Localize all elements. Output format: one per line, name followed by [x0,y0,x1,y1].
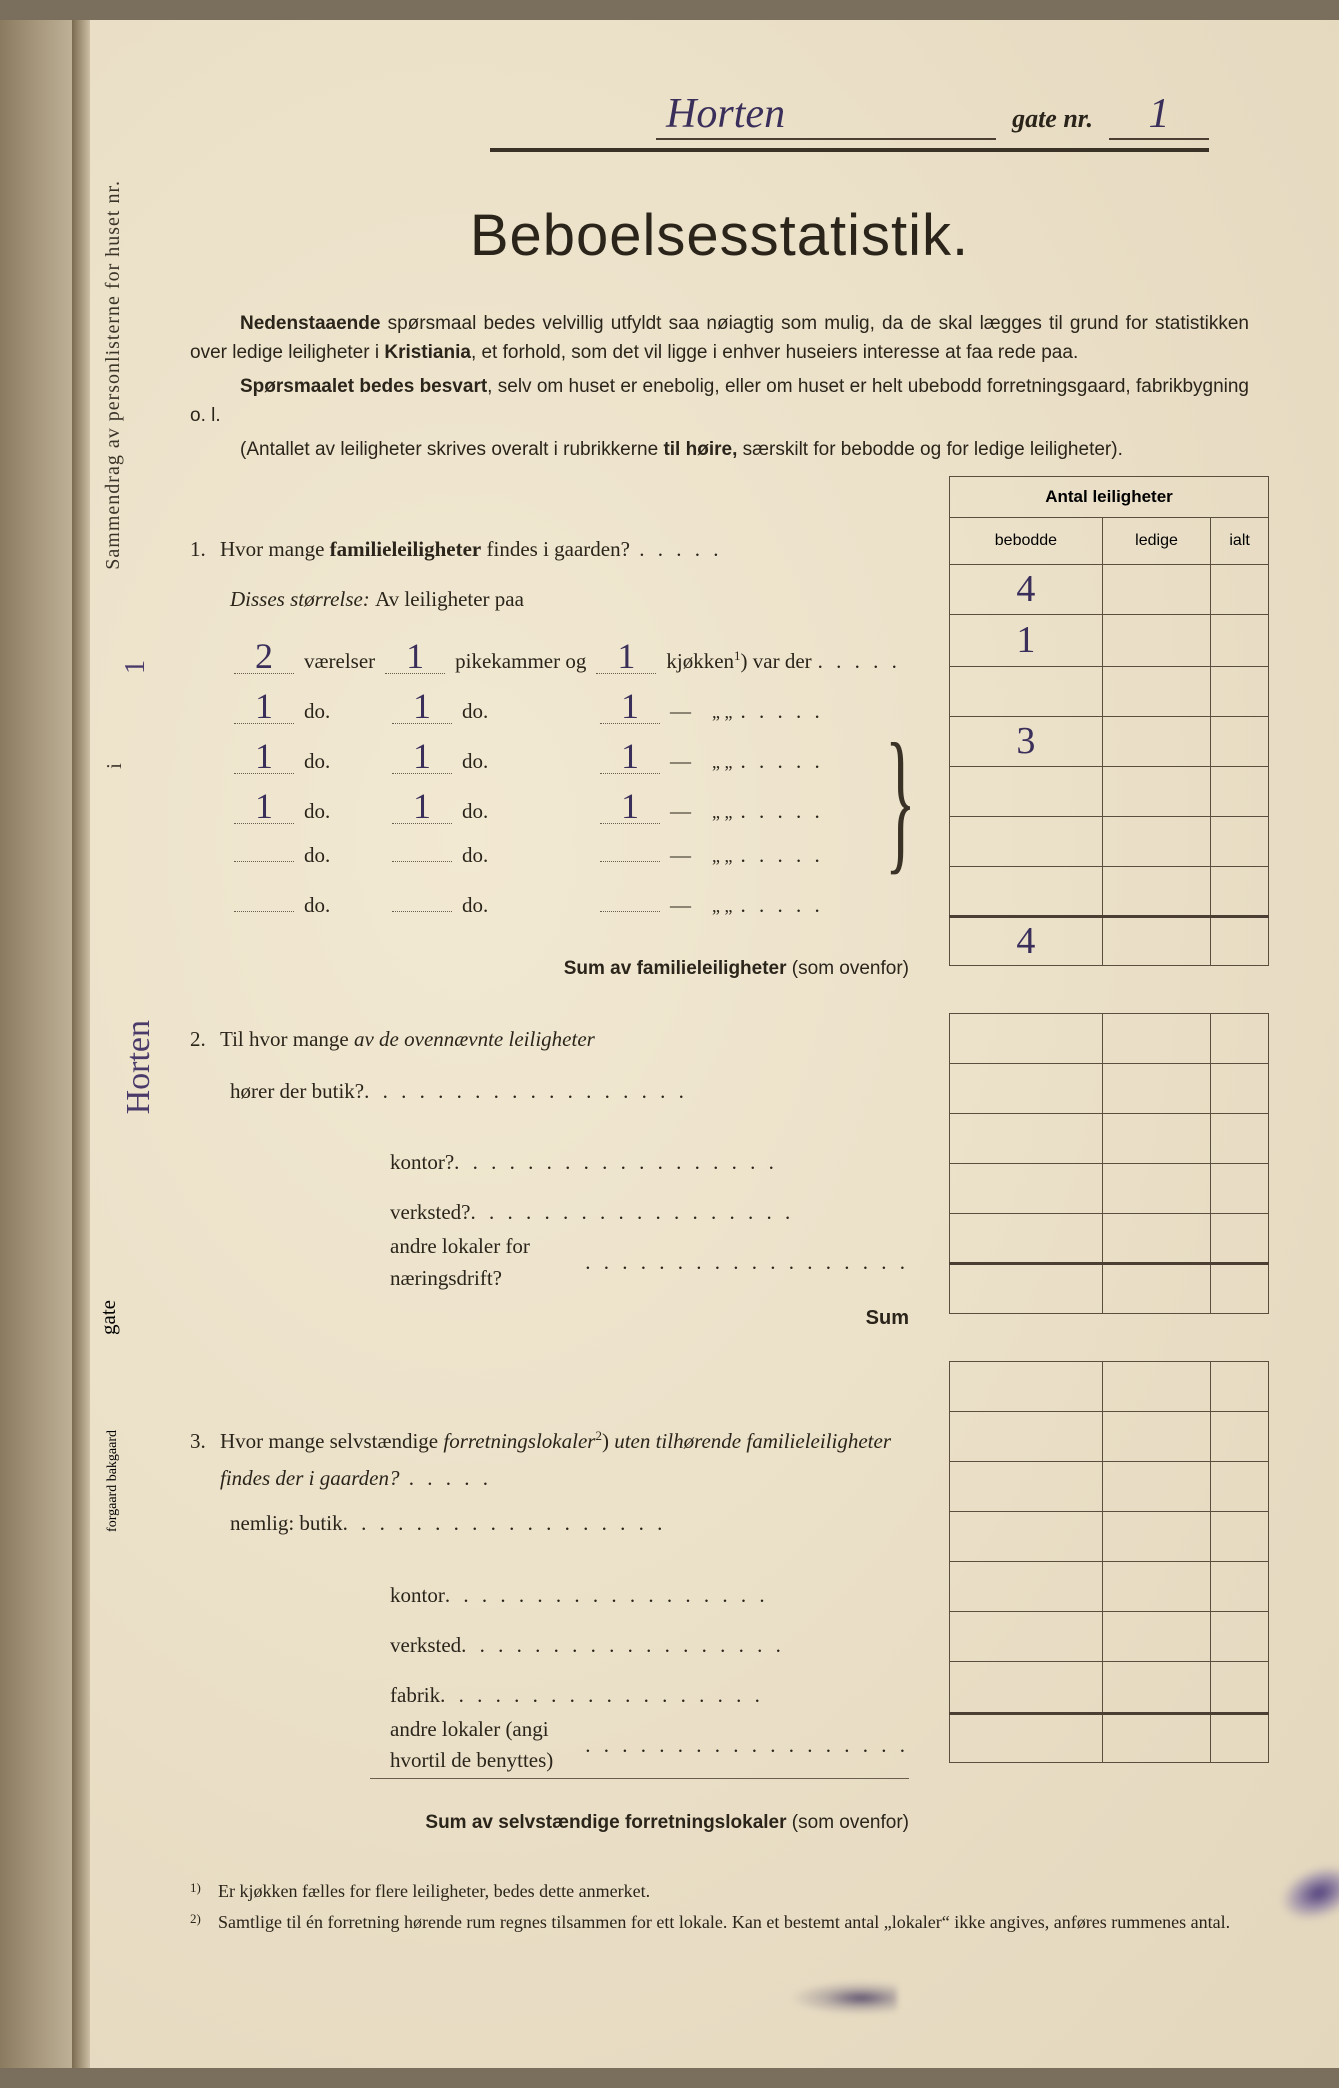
kjokken-2[interactable]: 1 [600,690,660,723]
r1-bebodde[interactable]: 1 [950,614,1103,666]
q1-bebodde[interactable]: 4 [950,565,1103,615]
form-area: Antal leiligheter bebodde ledige ialt 4 … [190,494,1249,1838]
kjokken-5[interactable] [600,861,660,862]
sum1-bebodde[interactable]: 4 [950,916,1103,966]
q2-sum: Sum [190,1303,909,1333]
margin-i: i [102,750,132,2068]
q3-divider [370,1778,909,1779]
page-title: Beboelsesstatistik. [190,202,1249,269]
page: Sammendrag av personlisterne for huset n… [0,20,1339,2068]
margin-summary-label: Sammendrag av personlisterne for huset n… [102,180,125,570]
vaerelser-3[interactable]: 1 [234,740,294,773]
brace-bebodde[interactable]: 3 [950,716,1103,766]
street-field[interactable]: Horten [656,90,996,140]
header-rule [490,148,1209,152]
footnote-2: 2) Samtlige til én forretning hørende ru… [190,1909,1249,1936]
pikekammer-4[interactable]: 1 [392,790,452,823]
book-binding [0,20,90,2068]
vaerelser-6[interactable] [234,911,294,912]
col-bebodde: bebodde [950,518,1103,565]
q1-size-row-2: 1do.1do.1—„ „ [190,690,909,740]
ink-smudge-bottom [777,1978,897,2018]
margin-forgaard-bakgaard: forgaard bakgaard [105,1430,122,1532]
intro-paragraphs: Nedenstaaende spørsmaal bedes velvillig … [190,309,1249,464]
count-table: Antal leiligheter bebodde ledige ialt 4 … [949,476,1269,1763]
intro-p2: Spørsmaalet bedes besvart, selv om huset… [190,372,1249,431]
intro-p1: Nedenstaaende spørsmaal bedes velvillig … [190,309,1249,368]
q3-sub-1: verksted [190,1620,909,1670]
q3-sum-line: Sum av selvstændige forretningslokaler (… [190,1809,909,1838]
document-sheet: Sammendrag av personlisterne for huset n… [90,20,1339,2068]
q2-butik: hører der butik? [190,1076,909,1126]
q2-sub-1: verksted? [190,1188,909,1238]
q2: 2. Til hvor mange av de ovennævnte leili… [190,1024,909,1064]
q1-size-row-6: do.do.—„ „ [190,890,909,940]
q2-sub-2: andre lokaler for næringsdrift? [190,1238,909,1288]
q1-ledige[interactable] [1102,565,1210,615]
kjokken-1[interactable]: 1 [596,640,656,673]
col-ledige: ledige [1102,518,1210,565]
footnote-1: 1) Er kjøkken fælles for flere leilighet… [190,1878,1249,1905]
vaerelser-2[interactable]: 1 [234,690,294,723]
curly-brace: } [885,719,916,879]
binding-edge [72,20,90,2068]
margin-gate-label: gate [96,1300,121,1335]
vaerelser-5[interactable] [234,861,294,862]
header-line: Horten gate nr. 1 [190,90,1249,140]
pikekammer-6[interactable] [392,911,452,912]
q1: 1. Hvor mange familieleiligheter findes … [190,534,909,572]
q2-sub-0: kontor? [190,1138,909,1188]
kjokken-3[interactable]: 1 [600,740,660,773]
q3-sub-3: andre lokaler (angi hvortil de benyttes) [190,1720,909,1770]
q3-sub-2: fabrik [190,1670,909,1720]
q3-sub-0: kontor [190,1570,909,1620]
gate-nr-label: gate nr. [1006,104,1099,134]
house-nr-field[interactable]: 1 [1109,90,1209,140]
q1-size-row-5: do.do.—„ „ [190,840,909,890]
q1-size-row-4: 1do.1do.1—„ „ [190,790,909,840]
col-ialt: ialt [1211,518,1269,565]
footnotes: 1) Er kjøkken fælles for flere leilighet… [190,1878,1249,1936]
margin-nr-handwritten: 1 [120,660,152,674]
q1-size-row-3: 1do.1do.1—„ „ [190,740,909,790]
q3: 3. Hvor mange selvstændige forretningslo… [190,1423,909,1499]
q1-disses: Disses størrelse: Av leiligheter paa [190,584,909,628]
vaerelser-4[interactable]: 1 [234,790,294,823]
pikekammer-2[interactable]: 1 [392,690,452,723]
intro-p3: (Antallet av leiligheter skrives overalt… [190,435,1249,464]
pikekammer-5[interactable] [392,861,452,862]
pikekammer-1[interactable]: 1 [385,640,445,673]
q1-ialt[interactable] [1211,565,1269,615]
q3-nemlig: nemlig: butik [190,1508,909,1558]
q1-sum-line: Sum av familieleiligheter (som ovenfor) [190,955,909,984]
table-header-main: Antal leiligheter [950,477,1269,518]
pikekammer-3[interactable]: 1 [392,740,452,773]
kjokken-4[interactable]: 1 [600,790,660,823]
ink-smudge-right [1273,1856,1339,1930]
vaerelser-1[interactable]: 2 [234,640,294,673]
margin-street-handwritten: Horten [120,1020,158,1114]
kjokken-6[interactable] [600,911,660,912]
q1-size-row-1: 2 værelser 1 pikekammer og 1 kjøkken1) v… [190,640,909,690]
